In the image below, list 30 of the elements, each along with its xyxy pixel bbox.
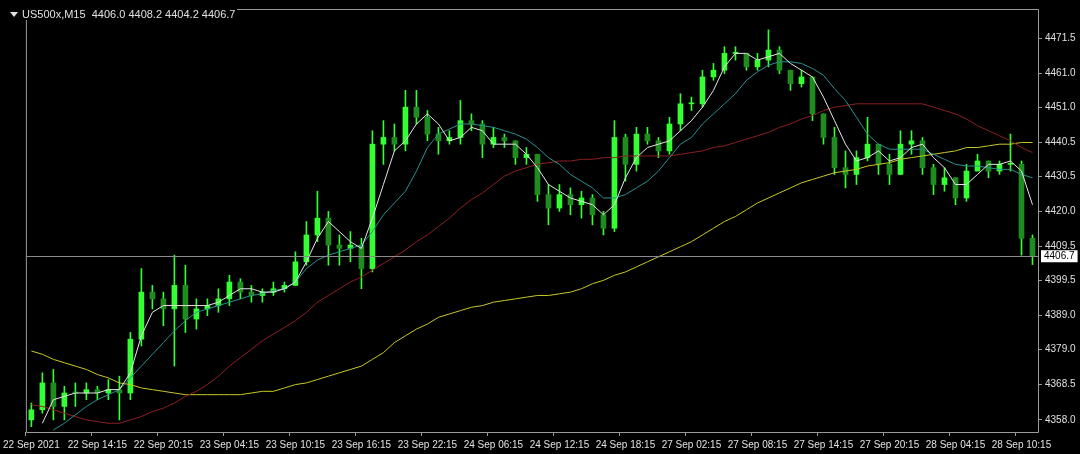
x-tick-label: 28 Sep 04:15	[925, 438, 986, 450]
y-tick-label: 4389.0	[1045, 309, 1077, 321]
ref-line-label: 4406.7	[1044, 249, 1076, 261]
chart-title: US500x,M15 4406.0 4408.2 4404.2 4406.7	[22, 8, 236, 20]
y-tick-label: 4471.5	[1045, 32, 1077, 43]
y-tick-label: 4379.0	[1045, 343, 1077, 355]
y-tick-label: 4399.5	[1045, 274, 1077, 286]
y-tick-label: 4440.5	[1045, 136, 1077, 148]
x-tick-label: 27 Sep 20:15	[859, 438, 920, 450]
x-tick-label: 24 Sep 12:15	[529, 438, 590, 450]
x-tick-label: 23 Sep 10:15	[265, 438, 326, 450]
y-tick-label: 4461.0	[1045, 67, 1077, 79]
x-tick-label: 22 Sep 14:15	[67, 438, 128, 450]
x-tick-label: 27 Sep 08:15	[727, 438, 788, 450]
x-tick-label: 24 Sep 06:15	[463, 438, 524, 450]
y-tick-label: 4358.0	[1045, 413, 1077, 425]
x-tick-label: 23 Sep 16:15	[331, 438, 392, 450]
x-tick-label: 27 Sep 14:15	[793, 438, 854, 450]
x-tick-label: 24 Sep 18:15	[595, 438, 656, 450]
x-tick-label: 27 Sep 02:15	[661, 438, 722, 450]
x-tick-label: 23 Sep 04:15	[199, 438, 260, 450]
y-tick-label: 4420.0	[1045, 205, 1077, 217]
y-tick-label: 4368.5	[1045, 378, 1077, 390]
y-tick-label: 4409.5	[1045, 240, 1077, 252]
x-tick-label: 22 Sep 2021	[3, 438, 61, 450]
x-tick-label: 22 Sep 20:15	[133, 438, 194, 450]
x-tick-label: 23 Sep 22:15	[397, 438, 458, 450]
x-tick-label: 28 Sep 10:15	[991, 438, 1052, 450]
y-tick-label: 4430.5	[1045, 169, 1077, 181]
y-tick-label: 4451.0	[1045, 100, 1077, 112]
